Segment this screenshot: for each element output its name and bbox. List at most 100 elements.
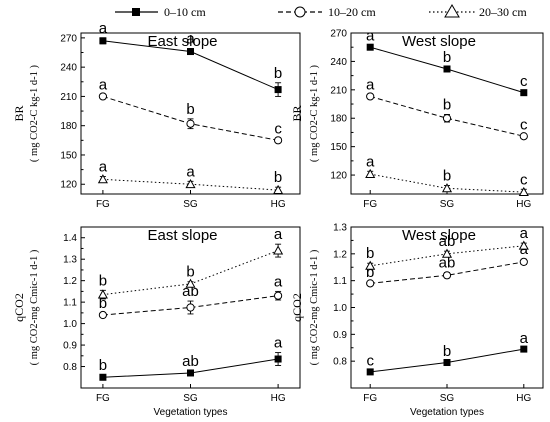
data-point [366, 92, 375, 101]
significance-letter: a [99, 20, 108, 37]
x-axis: FG SG HG [96, 190, 286, 210]
panel-title: West slope [402, 33, 476, 50]
y-axis-label: BR [290, 105, 304, 121]
legend-item-1: 0–10 cm [115, 5, 206, 19]
significance-letter: a [274, 226, 283, 243]
y-tick-label: 150 [60, 150, 77, 161]
series-line [102, 295, 279, 316]
data-point [443, 359, 451, 367]
data-point [520, 345, 528, 353]
significance-letter: b [99, 357, 107, 374]
series-3: b ab a [365, 225, 529, 270]
y-axis-label: qCO2 [12, 293, 26, 322]
significance-letter: b [99, 295, 107, 312]
y-tick-label: 150 [330, 142, 347, 153]
y-axis: 0.8 0.9 1.0 1.1 1.2 1.3 [333, 223, 355, 368]
significance-letter: a [186, 163, 195, 180]
x-tick-label: FG [363, 199, 377, 210]
data-point [185, 278, 196, 288]
data-point [98, 92, 108, 101]
series-3: a b c [365, 153, 529, 197]
data-point [186, 119, 195, 128]
data-point [442, 114, 452, 123]
y-tick-label: 1.2 [63, 276, 77, 287]
legend-label: 20–30 cm [479, 5, 527, 19]
y-tick-label: 210 [60, 92, 77, 103]
significance-letter: a [366, 77, 375, 94]
data-point [365, 260, 376, 270]
data-point [187, 48, 194, 56]
series-1: b ab a [99, 335, 283, 381]
significance-letter: b [274, 169, 282, 186]
data-point [274, 136, 283, 145]
significance-letter: a [99, 158, 108, 175]
significance-letter: c [520, 116, 528, 133]
panel-title: East slope [147, 227, 217, 244]
significance-letter: b [443, 167, 451, 184]
data-point [99, 373, 107, 381]
y-tick-label: 0.9 [63, 341, 77, 352]
y-tick-label: 1.4 [63, 233, 77, 244]
y-axis: 120 150 180 210 240 270 [330, 29, 355, 182]
series-3: b b a [97, 226, 284, 300]
significance-letter: c [520, 171, 528, 188]
x-tick-label: FG [96, 199, 110, 210]
significance-letter: c [274, 120, 282, 137]
x-tick-label: FG [96, 393, 110, 404]
data-point [365, 168, 376, 179]
series-1: a b c [366, 27, 528, 97]
significance-letter: b [99, 272, 107, 289]
data-point [99, 37, 107, 45]
y-tick-label: 210 [330, 85, 347, 96]
data-point [274, 355, 282, 363]
y-tick-label: 1.2 [333, 249, 347, 260]
series-line [370, 245, 524, 267]
legend-marker [132, 8, 140, 16]
significance-letter: b [443, 343, 451, 360]
x-tick-label: HG [516, 199, 531, 210]
x-tick-label: HG [516, 393, 531, 404]
y-tick-label: 180 [330, 114, 347, 125]
x-axis: FG SG HG [96, 384, 286, 404]
y-axis-unit-label: ( mg CO2-C kg-1 d-1 ) [29, 64, 40, 162]
series-line [370, 173, 524, 193]
x-tick-label: SG [440, 199, 455, 210]
data-point [518, 240, 529, 250]
significance-letter: ab [439, 233, 456, 250]
data-point [519, 257, 528, 266]
data-point [518, 186, 529, 197]
legend-item-3: 20–30 cm [429, 4, 527, 19]
data-point [187, 369, 194, 377]
data-point [273, 245, 284, 255]
x-tick-label: HG [271, 199, 286, 210]
data-point [98, 310, 108, 320]
series-line [370, 261, 524, 284]
significance-letter: a [274, 273, 283, 290]
y-axis: 0.8 0.9 1.0 1.1 1.2 1.3 1.4 [63, 233, 85, 373]
x-axis: FG SG HG [363, 190, 532, 210]
significance-letter: b [443, 49, 451, 66]
y-tick-label: 0.9 [333, 330, 347, 341]
y-tick-label: 1.0 [63, 319, 77, 330]
data-point [520, 89, 528, 97]
series-line [370, 95, 524, 137]
data-point [273, 184, 284, 194]
data-point [366, 43, 374, 51]
significance-letter: a [274, 335, 283, 352]
panel-title: East slope [147, 33, 217, 50]
significance-letter: a [366, 27, 375, 44]
data-point [519, 132, 528, 141]
significance-letter: c [520, 73, 528, 90]
panel-west-slope-br: 120 150 180 210 240 270 FG SG HG West slope BR ( mg… [290, 27, 544, 210]
series-2: a b c [366, 77, 528, 141]
series-1: a a b [99, 20, 282, 97]
x-axis-label: Vegetation types [410, 407, 484, 418]
y-tick-label: 180 [60, 121, 77, 132]
y-tick-label: 1.1 [333, 276, 347, 287]
panel-west-slope-qco2: 0.8 0.9 1.0 1.1 1.2 1.3 FG SG HG West slope Vegeta… [290, 223, 544, 418]
x-tick-label: SG [183, 199, 198, 210]
panel-east-slope-qco2: 0.8 0.9 1.0 1.1 1.2 1.3 1.4 FG SG HG East slope Veg… [12, 226, 301, 418]
legend-item-2: 10–20 cm [278, 5, 376, 19]
